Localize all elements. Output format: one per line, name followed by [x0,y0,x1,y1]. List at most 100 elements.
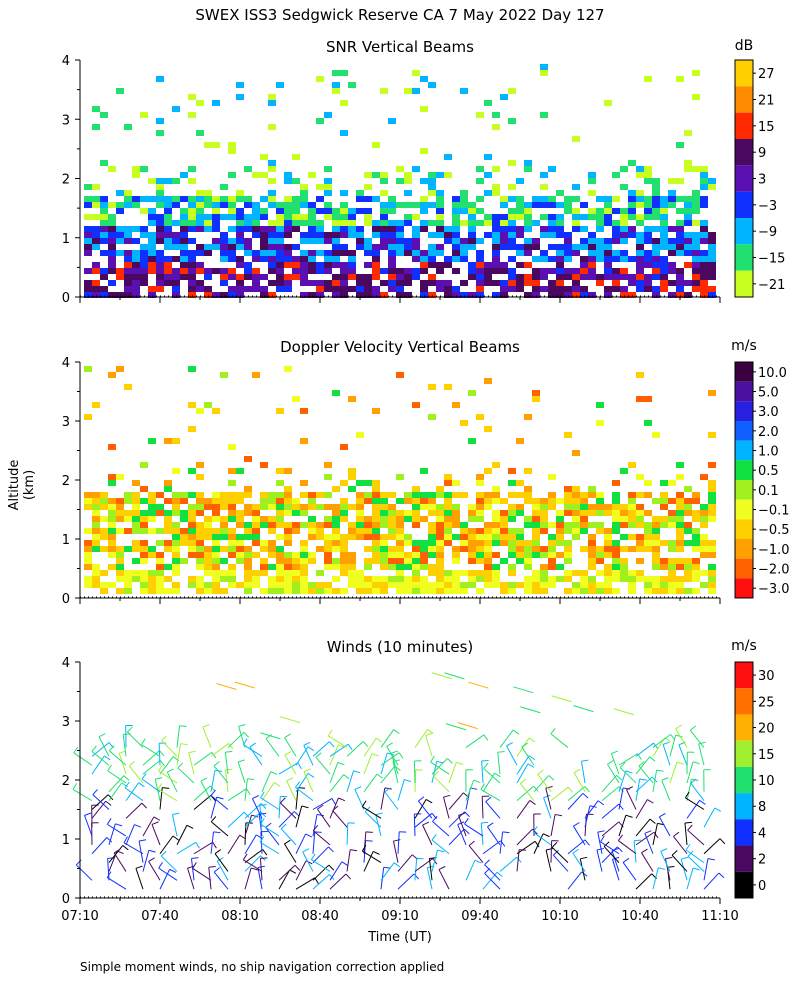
heat-cell [276,582,284,588]
heat-cell [676,474,684,480]
heat-cell [484,232,492,238]
heat-cell [652,268,660,274]
heat-cell [468,528,476,534]
heat-cell [340,100,348,106]
heat-cell [364,546,372,552]
heat-cell [708,250,716,256]
heat-cell [644,262,652,268]
heat-cell [84,552,92,558]
heat-cell [508,244,516,250]
heat-cell [300,552,308,558]
heat-cell [540,588,548,594]
heat-cell [668,280,676,286]
heat-cell [228,256,236,262]
snr-unit: dB [734,38,754,54]
heat-cell [172,438,180,444]
wind-barb-flag [141,773,147,780]
wind-barb [550,786,569,802]
heat-cell [388,202,396,208]
heat-cell [164,576,172,582]
heat-cell [628,256,636,262]
heat-cell [92,498,100,504]
heat-cell [364,250,372,256]
heat-cell [452,202,460,208]
heat-cell [132,528,140,534]
heat-cell [668,268,676,274]
heat-cell [476,552,484,558]
heat-cell [332,208,340,214]
wind-barb-flag [331,798,336,805]
heat-cell [412,250,420,256]
heat-cell [236,522,244,528]
heat-cell [204,274,212,280]
heat-cell [500,588,508,594]
colorbar-swatch [735,381,753,402]
wind-barb [98,736,110,757]
heat-cell [284,244,292,250]
heat-cell [316,528,324,534]
heat-cell [420,292,428,298]
wind-barb-flag [497,750,505,753]
heat-cell [548,244,556,250]
wind-barb [259,841,280,855]
heat-cell [548,582,556,588]
colorbar-swatch [735,112,753,139]
wind-barb-flag [625,770,633,774]
x-tick-label: 10:10 [541,909,578,924]
heat-cell [164,510,172,516]
heat-cell [652,238,660,244]
y-tick-label: 2 [62,474,70,489]
heat-cell [532,504,540,510]
heat-cell [132,504,140,510]
heat-cell [460,492,468,498]
heat-cell [252,256,260,262]
wind-barb [658,816,671,837]
heat-cell [268,498,276,504]
heat-cell [180,498,188,504]
wind-barb [364,811,382,828]
heat-cell [524,414,532,420]
heat-cell [132,262,140,268]
heat-cell [316,292,324,298]
wind-barb [312,831,316,854]
heat-cell [612,208,620,214]
heat-cell [156,178,164,184]
heat-cell [212,546,220,552]
heat-cell [396,546,404,552]
heat-cell [508,570,516,576]
heat-cell [644,226,652,232]
heat-cell [708,286,716,292]
heat-cell [372,196,380,202]
heat-cell [220,232,228,238]
wind-barb [278,869,291,890]
heat-cell [140,558,148,564]
heat-cell [284,486,292,492]
heat-cell [404,190,412,196]
heat-cell [668,480,676,486]
wind-barb-flag [430,755,435,763]
heat-cell [164,498,172,504]
heat-cell [316,570,324,576]
wind-barb [425,735,433,757]
heat-cell [372,142,380,148]
heat-cell [428,582,436,588]
wind-barb-flag [225,750,233,753]
heat-cell [348,558,356,564]
heat-cell [140,250,148,256]
heat-cell [252,372,260,378]
heat-cell [260,250,268,256]
wind-barb-flag [328,864,335,871]
heat-cell [660,582,668,588]
heat-cell [220,274,228,280]
wind-barb-flag [383,866,391,869]
heat-cell [276,504,284,510]
heat-cell [380,226,388,232]
wind-barb-flag [573,768,581,774]
heat-cell [132,540,140,546]
heat-cell [564,292,572,298]
wind-barb [499,856,518,872]
heat-cell [628,582,636,588]
heat-cell [204,214,212,220]
heat-cell [204,522,212,528]
heat-cell [612,256,620,262]
